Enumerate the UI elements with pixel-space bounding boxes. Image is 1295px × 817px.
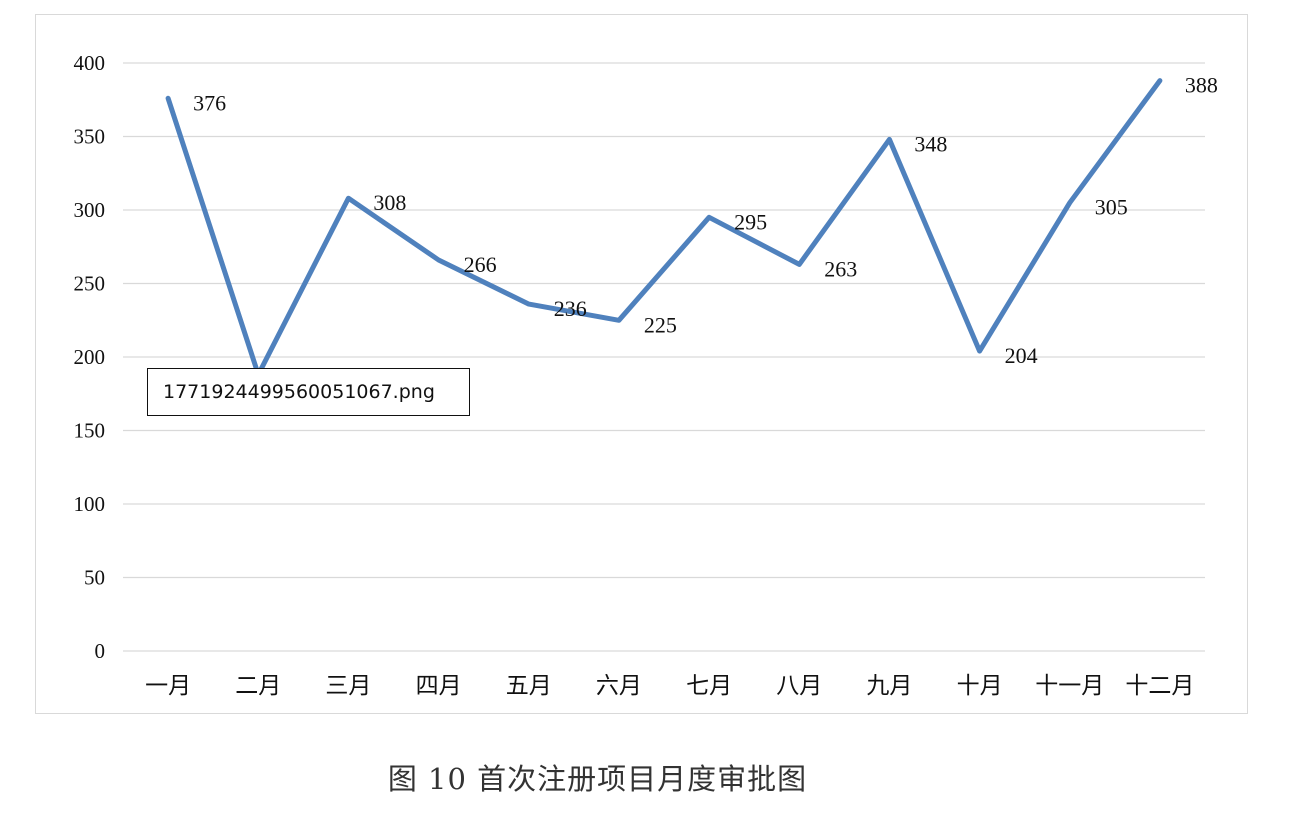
data-label-11: 388 (1185, 73, 1218, 98)
figure-caption: 图 10 首次注册项目月度审批图 (387, 762, 808, 796)
x-tick-label-0: 一月 (145, 673, 191, 699)
filename-tooltip: 1771924499560051067.png (147, 368, 470, 416)
x-tick-label-11: 十二月 (1125, 673, 1194, 699)
data-label-4: 236 (554, 296, 587, 321)
y-tick-label-100: 100 (74, 492, 106, 516)
y-tick-label-250: 250 (74, 272, 106, 296)
y-tick-label-300: 300 (74, 198, 106, 222)
y-tick-label-0: 0 (95, 639, 106, 663)
x-tick-label-1: 二月 (235, 673, 281, 699)
x-tick-label-7: 八月 (776, 673, 822, 699)
x-tick-label-2: 三月 (325, 673, 371, 699)
data-label-5: 225 (644, 312, 677, 337)
data-label-9: 204 (1005, 343, 1038, 368)
x-tick-label-6: 七月 (686, 673, 732, 699)
data-label-2: 308 (373, 190, 406, 215)
x-tick-label-4: 五月 (506, 673, 552, 699)
data-label-10: 305 (1095, 195, 1128, 220)
y-tick-label-350: 350 (74, 125, 106, 149)
data-label-3: 266 (464, 252, 497, 277)
line-chart: 0 50 100 150 200 250 300 350 400 一月 二月 三月 四月 五月 六月 七月 八月… (74, 51, 1218, 699)
chart-frame: 0 50 100 150 200 250 300 350 400 一月 二月 三月 四月 五月 六月 七月 八月… (35, 14, 1248, 714)
data-label-8: 348 (914, 131, 947, 156)
x-tick-label-8: 九月 (866, 673, 912, 699)
y-tick-label-50: 50 (84, 566, 105, 590)
x-tick-label-3: 四月 (416, 673, 462, 699)
data-label-6: 295 (734, 209, 767, 234)
series-line (165, 78, 1163, 378)
data-label-0: 376 (193, 90, 226, 115)
x-tick-label-10: 十一月 (1035, 673, 1104, 699)
y-tick-label-400: 400 (74, 51, 106, 75)
y-tick-label-150: 150 (74, 419, 106, 443)
y-tick-label-200: 200 (74, 345, 106, 369)
x-tick-label-5: 六月 (596, 673, 642, 699)
x-tick-label-9: 十月 (957, 673, 1003, 699)
data-label-7: 263 (824, 256, 857, 281)
